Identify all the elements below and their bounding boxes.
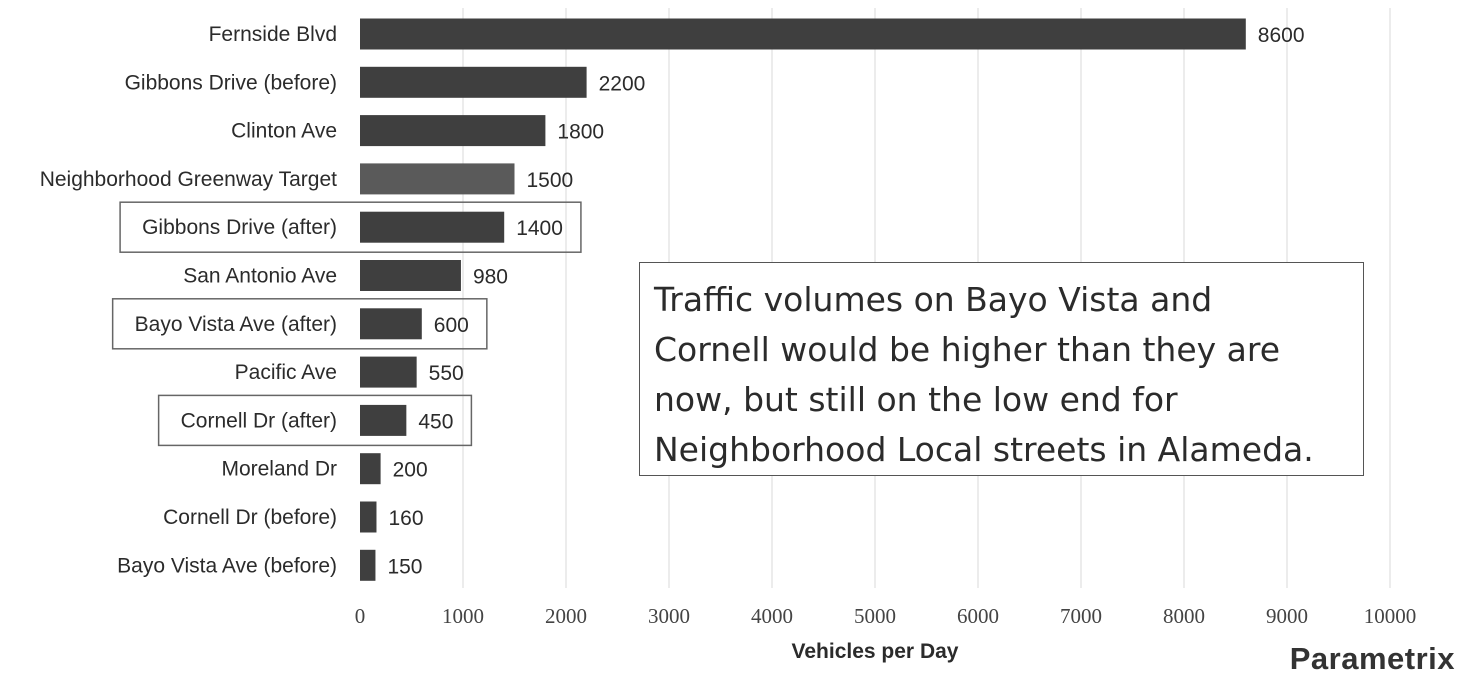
x-tick-label: 8000 [1163,604,1205,628]
x-tick-label: 6000 [957,604,999,628]
value-label: 550 [429,362,464,385]
category-label: Clinton Ave [231,120,337,143]
value-label: 980 [473,266,508,289]
x-tick-label: 0 [355,604,366,628]
value-label: 1500 [527,169,574,192]
x-tick-label: 10000 [1364,604,1417,628]
category-label: Moreland Dr [221,458,337,481]
bar [360,66,587,98]
bar [360,356,417,388]
x-tick-label: 3000 [648,604,690,628]
bar [360,549,376,581]
bar [360,163,515,195]
bar [360,308,422,340]
x-tick-label: 9000 [1266,604,1308,628]
x-tick-label: 2000 [545,604,587,628]
annotation-line: now, but still on the low end for [654,380,1178,419]
bars [360,18,1246,581]
annotation-line: Traffic volumes on Bayo Vista and [654,280,1213,319]
bar [360,260,461,291]
bar [360,453,381,485]
category-label: Neighborhood Greenway Target [40,168,337,191]
annotation-line: Cornell would be higher than they are [654,330,1281,369]
labels: 0 1000 2000 3000 4000 5000 6000 7000 8000 9000 100… [40,23,1417,628]
bar [360,115,546,147]
value-label: 600 [434,314,469,337]
parametrix-logo: Parametrix [1289,641,1455,676]
x-tick-label: 7000 [1060,604,1102,628]
category-label: Cornell Dr (after) [181,409,337,432]
category-label: San Antonio Ave [183,265,337,288]
annotation-line: Neighborhood Local streets in Alameda. [654,430,1314,469]
category-label: Gibbons Drive (after) [142,216,337,239]
x-tick-label: 5000 [854,604,896,628]
category-label: Bayo Vista Ave (before) [117,554,337,577]
value-label: 450 [418,410,453,433]
value-label: 1800 [557,121,604,144]
x-tick-label: 4000 [751,604,793,628]
highlight-box [157,394,473,447]
highlight-boxes [111,201,582,447]
bar [360,404,407,436]
value-label: 200 [393,459,428,482]
value-label: 8600 [1258,24,1305,47]
category-label: Fernside Blvd [209,23,337,46]
bar [360,501,377,533]
value-label: 150 [387,555,422,578]
highlight-box [111,298,488,350]
annotation-box: Traffic volumes on Bayo Vista and Cornel… [639,262,1364,476]
bar [360,211,505,243]
category-label: Pacific Ave [235,361,337,384]
value-label: 160 [388,507,423,530]
bar [360,18,1246,50]
value-label: 2200 [599,72,646,95]
category-label: Bayo Vista Ave (after) [135,313,337,336]
category-label: Cornell Dr (before) [163,506,337,529]
highlight-box [119,201,582,253]
x-tick-label: 1000 [442,604,484,628]
category-label: Gibbons Drive (before) [125,71,337,94]
value-label: 1400 [516,217,563,240]
x-axis-title: Vehicles per Day [792,640,959,663]
